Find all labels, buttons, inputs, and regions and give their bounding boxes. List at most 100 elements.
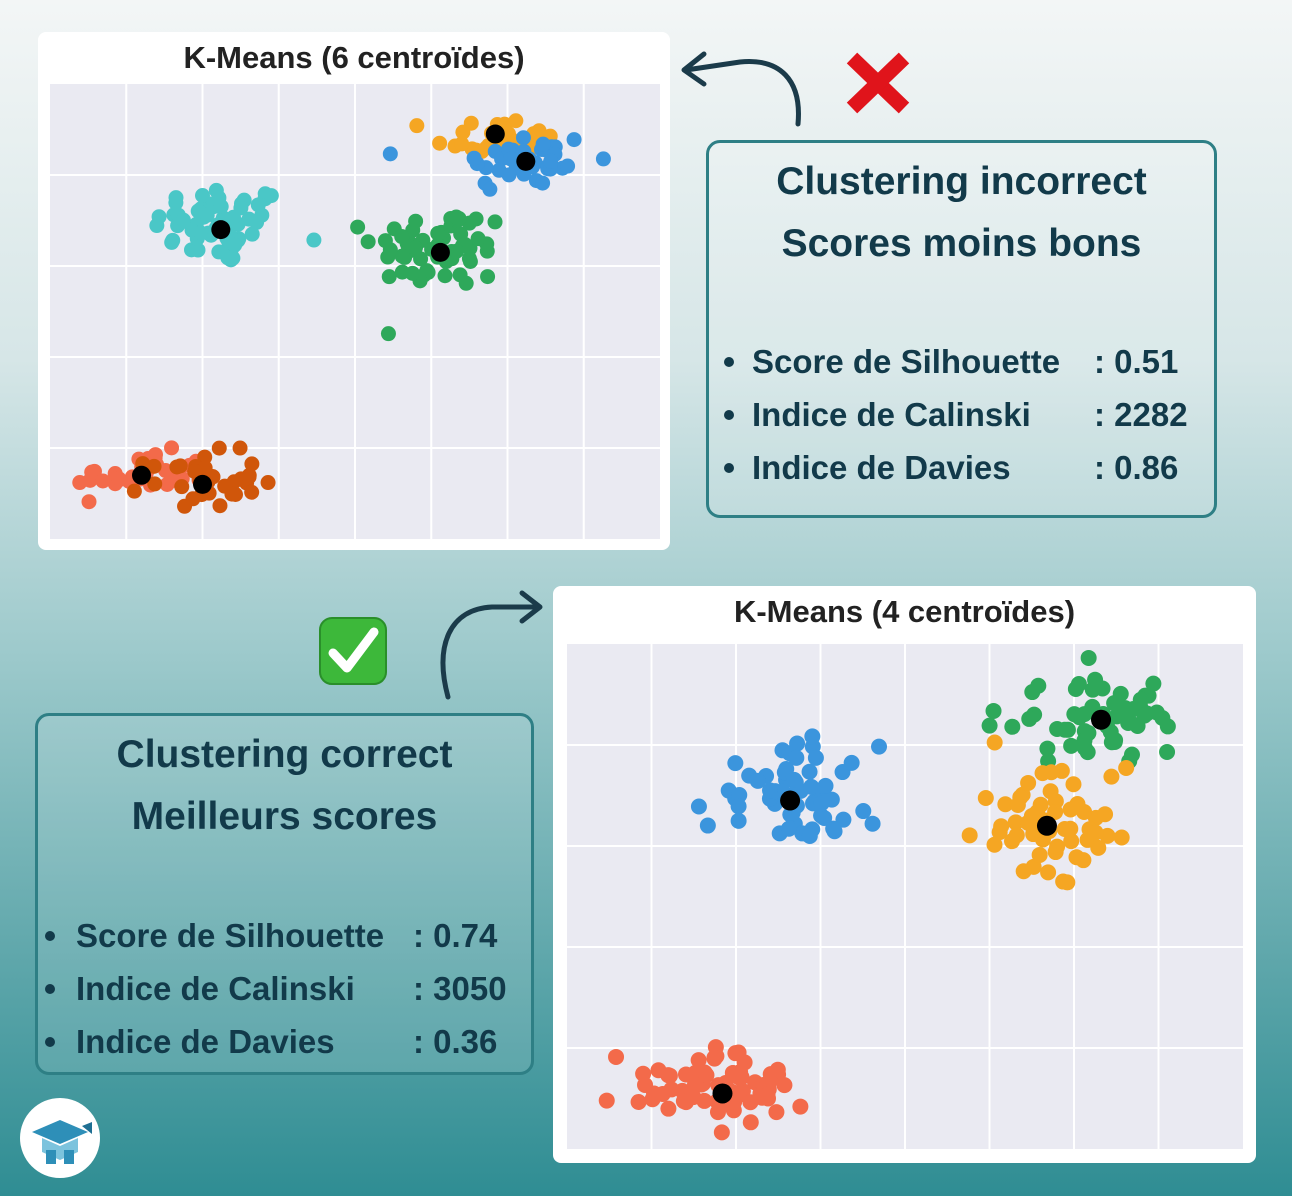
- data-point: [981, 717, 998, 734]
- metric-label: Indice de Calinski: [76, 970, 355, 1007]
- data-point: [432, 135, 448, 151]
- data-point: [780, 820, 797, 837]
- data-point: [660, 1067, 677, 1084]
- metric-value: : 3050: [413, 970, 507, 1007]
- arrow-to-top-chart-icon: [670, 40, 820, 130]
- cluster-0-points: [149, 182, 322, 268]
- centroid-point: [211, 220, 231, 240]
- data-point: [81, 494, 97, 510]
- data-point: [1030, 677, 1047, 694]
- centroid-point: [516, 151, 536, 171]
- data-point: [749, 772, 766, 789]
- data-point: [1059, 721, 1076, 738]
- data-point: [126, 483, 142, 499]
- metric-label: Score de Silhouette: [752, 343, 1061, 380]
- bullet-dot: [724, 463, 734, 473]
- data-point: [430, 225, 446, 241]
- data-point: [813, 807, 830, 824]
- cluster-0-points: [690, 728, 888, 844]
- metric-value: : 0.36: [413, 1023, 498, 1060]
- data-point: [801, 763, 818, 780]
- data-point: [360, 234, 376, 250]
- data-point: [501, 167, 517, 183]
- data-point: [1040, 864, 1057, 881]
- data-point: [742, 1114, 759, 1131]
- data-point: [1069, 796, 1086, 813]
- data-point: [194, 187, 210, 203]
- data-point: [1029, 804, 1046, 821]
- data-point: [855, 803, 872, 820]
- data-point: [742, 1094, 759, 1111]
- data-point: [804, 728, 821, 745]
- bottom-chart-card: K-Means (4 centroïdes): [553, 586, 1256, 1163]
- data-point: [566, 132, 582, 148]
- data-point: [1106, 695, 1123, 712]
- data-point: [801, 827, 818, 844]
- data-point: [409, 118, 425, 134]
- data-point: [462, 254, 478, 270]
- data-point: [72, 475, 88, 491]
- data-point: [502, 151, 518, 167]
- data-point: [164, 440, 180, 456]
- data-point: [1068, 849, 1085, 866]
- data-point: [263, 188, 279, 204]
- metric-label: Indice de Calinski: [752, 396, 1031, 433]
- data-point: [730, 798, 747, 815]
- data-point: [211, 440, 227, 456]
- data-point: [187, 463, 203, 479]
- data-point: [149, 218, 165, 234]
- data-point: [1087, 824, 1104, 841]
- data-point: [768, 1104, 785, 1121]
- data-point: [193, 225, 209, 241]
- data-point: [535, 175, 551, 191]
- data-point: [675, 1093, 692, 1110]
- centroid-point: [1036, 815, 1057, 836]
- data-point: [454, 136, 470, 152]
- data-point: [1120, 715, 1137, 732]
- metric-value: : 0.86: [1094, 449, 1179, 486]
- green-check-icon: [318, 616, 388, 686]
- data-point: [977, 790, 994, 807]
- data-point: [174, 479, 190, 495]
- data-point: [220, 250, 236, 266]
- data-point: [730, 812, 747, 829]
- data-point: [813, 795, 830, 812]
- bottom-box-line2: Meilleurs scores: [131, 795, 438, 838]
- data-point: [807, 749, 824, 766]
- top-metrics-box: Clustering incorrect Scores moins bons S…: [706, 140, 1217, 518]
- data-point: [482, 181, 498, 197]
- data-point: [1031, 846, 1048, 863]
- data-point: [487, 214, 503, 230]
- data-point: [394, 229, 410, 245]
- bottom-scatter-plot: [567, 644, 1243, 1149]
- data-point: [769, 1061, 786, 1078]
- bottom-scatter-svg: [567, 644, 1243, 1149]
- data-point: [1079, 744, 1096, 761]
- data-point: [394, 248, 410, 264]
- data-point: [1145, 675, 1162, 692]
- data-point: [199, 207, 215, 223]
- top-box-line2: Scores moins bons: [781, 222, 1142, 265]
- data-point: [733, 1069, 750, 1086]
- cluster-2-points: [961, 734, 1135, 891]
- data-point: [382, 146, 398, 162]
- data-point: [843, 754, 860, 771]
- data-point: [404, 265, 420, 281]
- data-point: [1136, 707, 1153, 724]
- top-chart-card: K-Means (6 centroïdes): [38, 32, 670, 550]
- data-point: [452, 267, 468, 283]
- data-point: [169, 459, 185, 475]
- data-point: [677, 1066, 694, 1083]
- data-point: [1059, 874, 1076, 891]
- data-point: [543, 153, 559, 169]
- data-point: [208, 182, 224, 198]
- data-point: [759, 1086, 776, 1103]
- data-point: [1103, 768, 1120, 785]
- data-point: [1034, 765, 1051, 782]
- data-point: [1063, 833, 1080, 850]
- data-point: [306, 232, 322, 248]
- data-point: [997, 796, 1014, 813]
- bullet-dot: [45, 1037, 55, 1047]
- metric-value: : 2282: [1094, 396, 1188, 433]
- bullet-dot: [724, 410, 734, 420]
